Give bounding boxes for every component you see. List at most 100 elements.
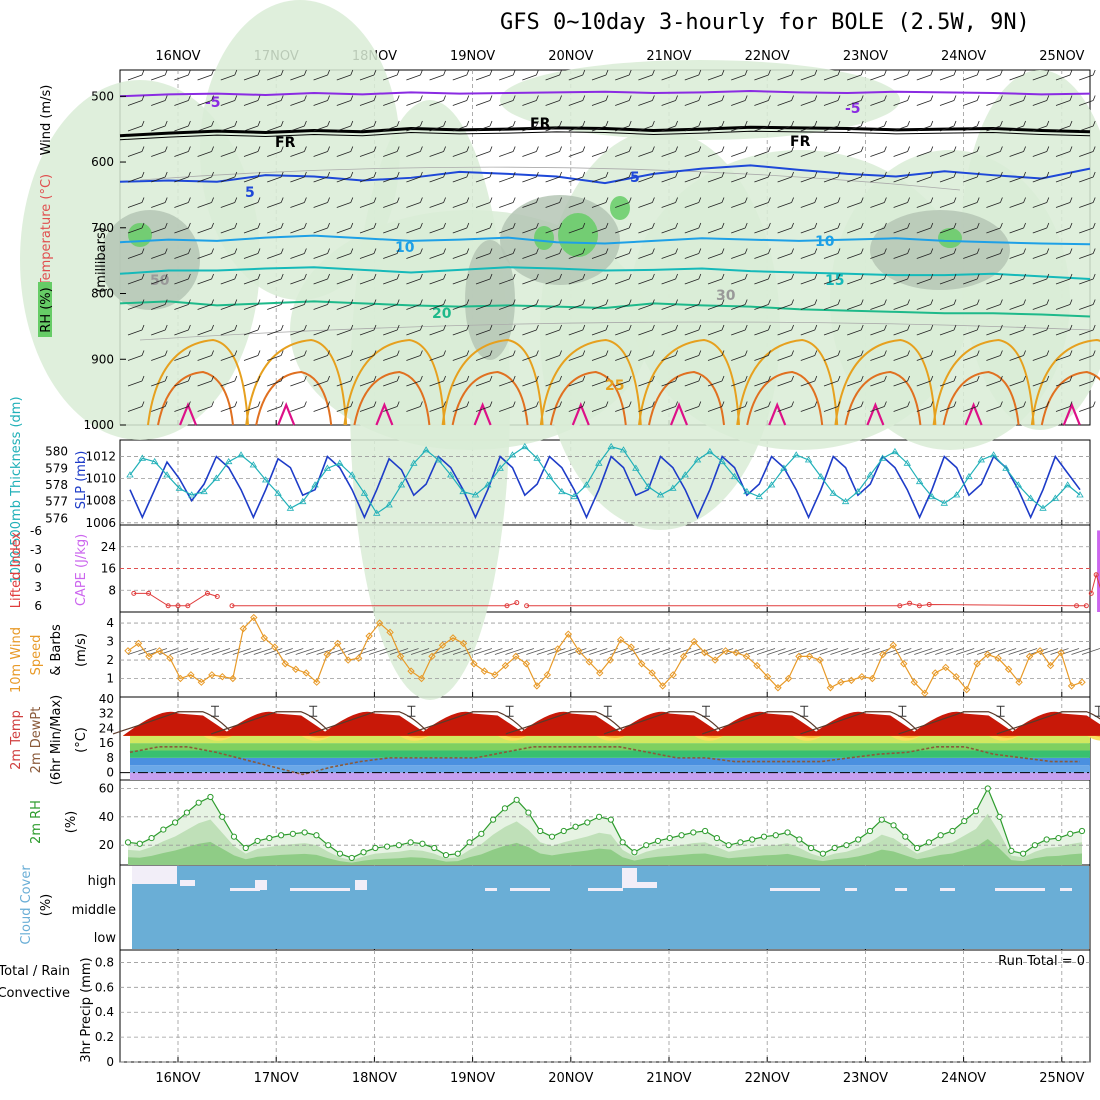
wind-barb (893, 324, 910, 336)
wind-barb (499, 120, 516, 132)
wind-barb (522, 350, 539, 361)
wind-barb (986, 350, 1003, 361)
wind-barb (290, 197, 307, 208)
wind-barb (800, 350, 818, 361)
wind-point (763, 672, 772, 681)
thickness-marker (570, 492, 578, 500)
wind-barb-10m (903, 648, 922, 655)
wind-barb (893, 273, 910, 285)
thickness-marker (854, 487, 862, 495)
wind-barb (1055, 171, 1073, 183)
wind-point (931, 669, 939, 677)
wind-barb (243, 248, 261, 259)
y-tick-label: 600 (91, 155, 114, 169)
wind-barb (243, 401, 261, 412)
rh-legend-swatch (38, 282, 52, 337)
wind-barb (151, 273, 168, 285)
wind-barb (359, 197, 377, 208)
wind-barb (452, 375, 470, 387)
wind-barb (893, 375, 910, 387)
bottom-date-label: 24NOV (941, 1071, 986, 1086)
wind-barb (197, 120, 214, 132)
wind-point (354, 654, 363, 662)
wind-barb (1055, 146, 1073, 157)
thickness-marker (200, 487, 208, 495)
wind-barb (1009, 299, 1026, 310)
wind-barb (545, 401, 562, 412)
wind-barb (220, 171, 238, 183)
wind-barb (986, 120, 1003, 132)
temp-line (996, 711, 1100, 735)
wind-barb (313, 197, 330, 208)
wind-point (459, 639, 468, 648)
rh-point (195, 799, 202, 806)
wind-barb (916, 120, 934, 132)
wind-barb (499, 95, 516, 106)
thickness-marker (804, 456, 813, 463)
wind-barb (638, 350, 655, 361)
wind-barb (893, 95, 910, 106)
cloud-gap (132, 866, 177, 884)
rh-tick-label: 40 (99, 810, 114, 824)
bottom-date-label: 20NOV (548, 1071, 593, 1086)
wind-barb (986, 401, 1003, 412)
wind-barb (777, 273, 794, 285)
wind-barb (220, 273, 238, 285)
wind-barb (499, 69, 516, 81)
wind-barb-10m (998, 648, 1017, 655)
wind-barb-10m (599, 648, 618, 655)
wind-barb (615, 299, 632, 310)
wind-barb (916, 324, 934, 336)
rh-point (478, 830, 485, 837)
lifted-tick-label: 6 (34, 599, 42, 613)
wind-barb (754, 95, 771, 106)
wind-barb (847, 146, 864, 157)
wind-barb-10m (201, 648, 220, 655)
lifted-tick-label: 0 (34, 562, 42, 576)
wind-barb (174, 299, 191, 310)
wind-barb (174, 69, 191, 81)
temp-minmax (898, 705, 907, 717)
wind-barb (197, 146, 214, 157)
wind-point (344, 656, 352, 664)
rh-point (843, 842, 850, 849)
wind-barb (684, 299, 702, 310)
thickness-marker (286, 504, 295, 511)
isotherm-30 (353, 370, 431, 426)
wind-barb (151, 171, 168, 183)
temp-line (407, 711, 529, 735)
wind-barb (591, 120, 609, 132)
wind-barb (313, 171, 330, 183)
wind-barb (591, 299, 609, 310)
wind-barb (336, 401, 354, 412)
thickness-marker (558, 487, 566, 495)
wind-barb (174, 273, 191, 285)
wind-barb (661, 197, 678, 208)
wind-barb (754, 375, 771, 387)
wind-barb (800, 146, 818, 157)
wind-barb-10m (211, 648, 230, 655)
wind-barb (568, 299, 586, 310)
wind-barb (220, 69, 238, 81)
thickness-marker (397, 481, 406, 488)
wind-barb (475, 248, 493, 259)
isotherm-line (119, 90, 1091, 98)
wind-barb-10m (914, 648, 933, 655)
isotherm-25 (441, 338, 544, 426)
wind-barb (615, 171, 632, 183)
wind-barb (939, 120, 957, 132)
wind-barb (661, 146, 678, 157)
wind-barb (406, 248, 423, 259)
thickness-marker (533, 454, 541, 461)
wind-barb (939, 95, 957, 106)
temp-tick-label: 40 (99, 692, 114, 706)
wind-point (365, 632, 373, 640)
wind-barb-10m (704, 648, 723, 655)
wind-point (124, 647, 132, 655)
wind-barb (429, 95, 446, 106)
thickness-marker (1002, 464, 1010, 471)
temperature-legend: Temperature (°C) (39, 174, 54, 287)
rh-point (831, 844, 838, 852)
wind-barb (893, 120, 910, 132)
wind-barb-10m (337, 648, 356, 655)
